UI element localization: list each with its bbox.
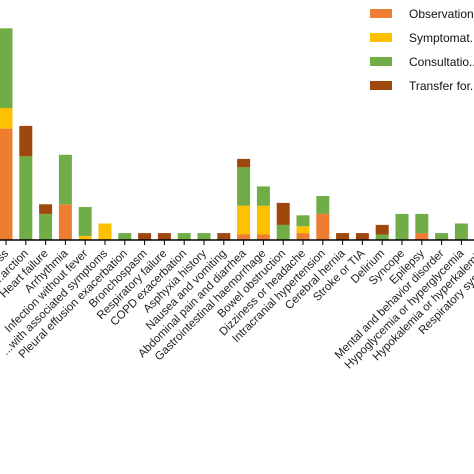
bar-segment-4-9 — [157, 233, 171, 240]
bar-segment-4-8 — [138, 233, 152, 240]
bar-segment-3-23 — [435, 233, 449, 240]
legend-label-2: Symptomat... — [409, 31, 474, 45]
bar-segment-4-13 — [237, 158, 251, 168]
bar-segment-4-15 — [276, 202, 290, 225]
bar-segment-3-15 — [276, 224, 290, 240]
bar-segment-3-14 — [256, 186, 270, 206]
bar-segment-3-7 — [118, 233, 132, 240]
bar-segment-3-17 — [316, 196, 330, 214]
bar-segment-4-2 — [19, 125, 33, 157]
bar-segment-2-16 — [296, 226, 310, 234]
x-tick-label: ...ss — [0, 247, 11, 271]
bar-segment-3-5 — [78, 207, 92, 236]
bar-segment-3-3 — [39, 213, 53, 240]
bar-segment-2-14 — [256, 205, 270, 235]
legend-label-1: Observation — [409, 7, 474, 21]
bars-group — [0, 28, 468, 241]
bar-segment-3-10 — [177, 233, 191, 240]
bar-segment-2-1 — [0, 108, 13, 129]
legend-label-3: Consultatio... — [409, 55, 474, 69]
bar-segment-1-16 — [296, 233, 310, 240]
bar-segment-3-11 — [197, 233, 211, 240]
bar-segment-3-22 — [415, 213, 429, 234]
bar-segment-3-16 — [296, 215, 310, 227]
bar-segment-1-4 — [58, 204, 72, 241]
bar-segment-4-3 — [39, 204, 53, 214]
bar-segment-1-17 — [316, 213, 330, 240]
bar-segment-4-18 — [336, 233, 350, 240]
bar-segment-1-1 — [0, 128, 13, 240]
legend-swatch-3 — [370, 57, 392, 66]
bar-segment-2-6 — [98, 223, 112, 240]
legend-swatch-2 — [370, 33, 392, 42]
bar-segment-1-14 — [256, 234, 270, 240]
bar-segment-3-21 — [395, 213, 409, 240]
bar-segment-3-2 — [19, 156, 33, 240]
bar-segment-1-22 — [415, 233, 429, 240]
bar-segment-3-24 — [454, 223, 468, 240]
x-ticks-group — [5, 240, 462, 245]
bar-segment-3-1 — [0, 28, 13, 109]
bar-segment-2-5 — [78, 235, 92, 240]
bar-segment-4-20 — [375, 224, 389, 235]
legend-swatch-4 — [370, 81, 392, 90]
bar-segment-3-4 — [58, 154, 72, 205]
legend-swatch-1 — [370, 9, 392, 18]
bar-segment-3-13 — [237, 167, 251, 206]
bar-segment-2-13 — [237, 205, 251, 235]
legend: Observation Symptomat... Consultatio... Tra… — [370, 7, 474, 93]
legend-label-4: Transfer for... — [409, 79, 474, 93]
bar-segment-4-12 — [217, 233, 231, 240]
bar-segment-4-19 — [355, 233, 369, 240]
bar-segment-1-13 — [237, 234, 251, 240]
bar-segment-3-20 — [375, 234, 389, 240]
